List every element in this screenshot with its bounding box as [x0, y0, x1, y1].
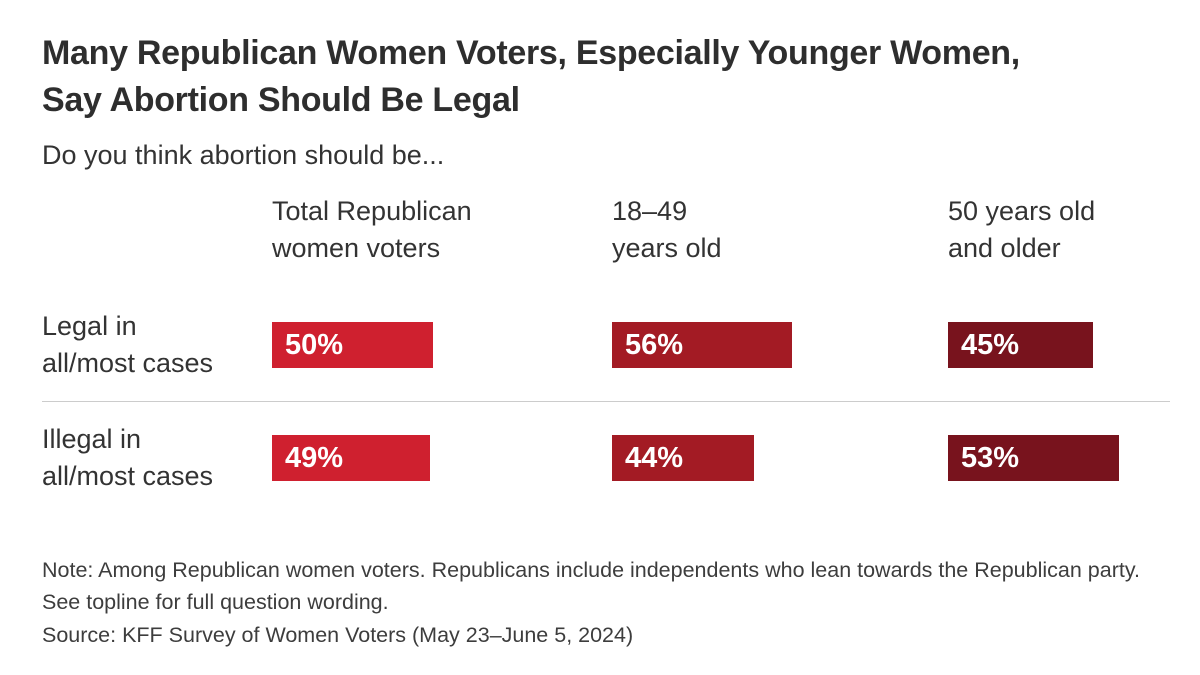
bar-cell: 56% [612, 289, 948, 401]
bar-legal-total: 50% [272, 322, 433, 368]
chart-subtitle: Do you think abortion should be... [42, 140, 445, 170]
source-text: Source: KFF Survey of Women Voters (May … [42, 623, 634, 647]
row-label-legal-all-most-cases: Legal in all/most cases [42, 311, 214, 378]
bar-value-label: 49% [285, 441, 344, 474]
bar-illegal-18-49: 44% [612, 435, 754, 481]
column-header-total-republican-women-voters: Total Republican women voters [272, 196, 472, 263]
bar-value-label: 53% [961, 441, 1020, 474]
bar-illegal-50-plus: 53% [948, 435, 1119, 481]
bar-value-label: 50% [285, 328, 344, 361]
bar-cell: 53% [948, 402, 1170, 514]
column-header-50-years-old-and-older: 50 years old and older [948, 196, 1096, 263]
row-divider [42, 401, 1170, 402]
bar-value-label: 56% [625, 328, 684, 361]
chart-grid: Total Republican women voters 18–49 year… [42, 193, 1170, 514]
bar-legal-18-49: 56% [612, 322, 793, 368]
bar-legal-50-plus: 45% [948, 322, 1093, 368]
bar-value-label: 44% [625, 441, 684, 474]
bar-illegal-total: 49% [272, 435, 430, 481]
bar-cell: 50% [272, 289, 612, 401]
bar-value-label: 45% [961, 328, 1020, 361]
header-spacer [42, 193, 272, 289]
bar-cell: 44% [612, 402, 948, 514]
note-text: Note: Among Republican women voters. Rep… [42, 558, 1140, 614]
bar-cell: 49% [272, 402, 612, 514]
column-header-18-49-years-old: 18–49 years old [612, 196, 722, 263]
row-label-illegal-all-most-cases: Illegal in all/most cases [42, 424, 214, 491]
bar-cell: 45% [948, 289, 1170, 401]
chart-title: Many Republican Women Voters, Especially… [42, 34, 1020, 119]
